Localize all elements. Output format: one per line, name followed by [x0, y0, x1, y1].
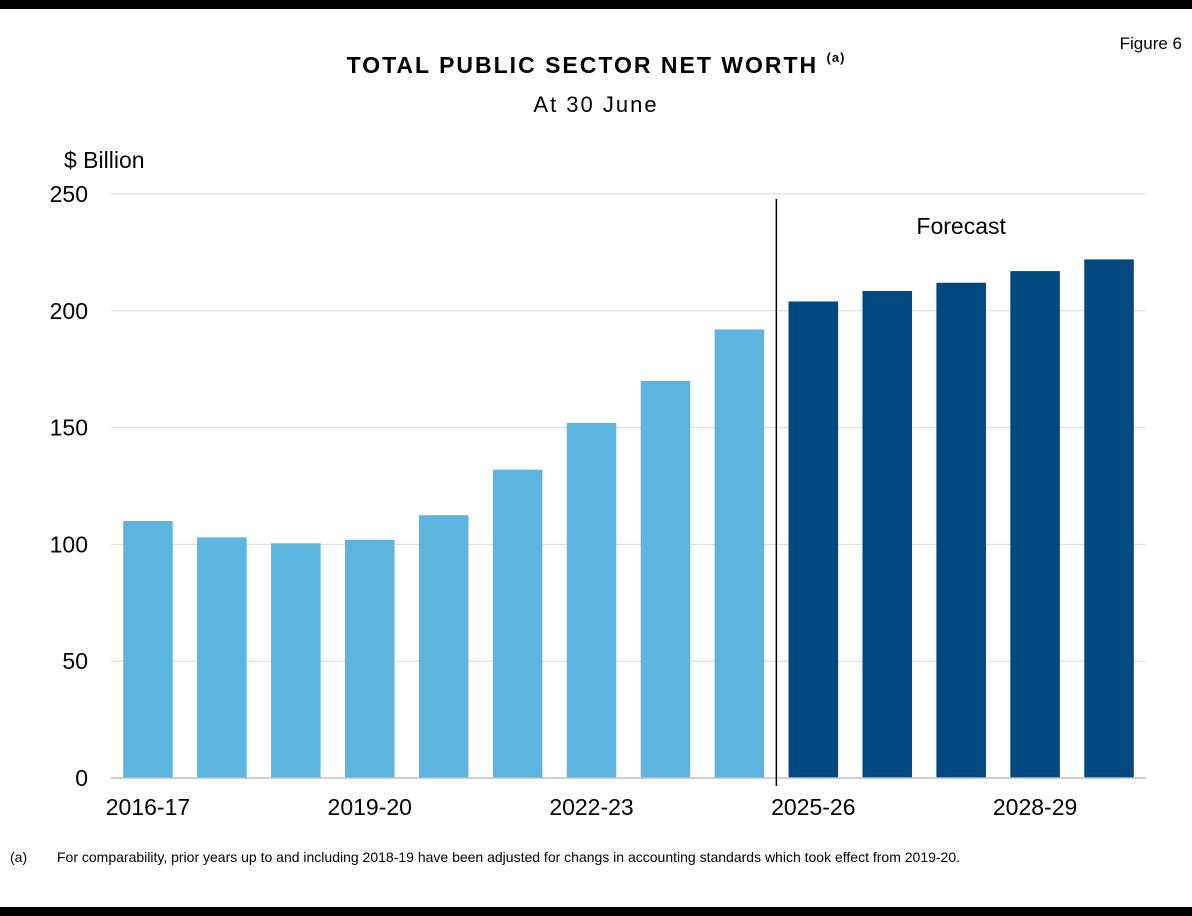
footnote: (a) For comparability, prior years up to… [10, 849, 1185, 866]
x-tick-label: 2016-17 [106, 794, 190, 820]
y-tick-label: 250 [50, 181, 88, 207]
actual-bar [492, 469, 543, 778]
chart-title-text: TOTAL PUBLIC SECTOR NET WORTH [346, 52, 819, 78]
forecast-bar [1084, 259, 1134, 779]
actual-bar [714, 329, 765, 778]
title-footnote-marker: (a) [826, 50, 846, 66]
chart-subtitle: At 30 June [533, 92, 659, 117]
figure-label: Figure 6 [1119, 34, 1182, 53]
forecast-bar [788, 301, 839, 778]
x-tick-label: 2028-29 [993, 794, 1077, 820]
y-tick-label: 100 [50, 531, 88, 557]
chart-title: TOTAL PUBLIC SECTOR NET WORTH (a) [0, 50, 1192, 79]
actual-bar [566, 422, 617, 778]
forecast-bar [862, 290, 913, 778]
bottom-rule [0, 907, 1192, 916]
actual-bar [344, 539, 395, 778]
y-axis-label: $ Billion [64, 147, 145, 173]
top-rule [0, 0, 1192, 9]
actual-bar [640, 380, 691, 778]
x-tick-label: 2022-23 [549, 794, 633, 820]
actual-bar [271, 543, 321, 778]
actual-bar [123, 521, 173, 778]
forecast-annotation: Forecast [916, 213, 1006, 239]
x-tick-label: 2019-20 [328, 794, 412, 820]
actual-bar [197, 537, 247, 778]
y-tick-label: 0 [75, 765, 88, 791]
footnote-marker: (a) [10, 849, 28, 865]
x-tick-label: 2025-26 [771, 794, 855, 820]
forecast-bar [1010, 271, 1060, 778]
bar-chart: 0 50 100 150 200 250 $ Billion Forecast 2016-17 2… [50, 147, 1146, 820]
y-tick-label: 200 [50, 298, 88, 324]
forecast-bar [936, 282, 986, 778]
footnote-text: For comparability, prior years up to and… [57, 849, 961, 865]
y-tick-label: 150 [50, 415, 88, 441]
y-tick-label: 50 [62, 648, 88, 674]
actual-bar [418, 515, 469, 778]
